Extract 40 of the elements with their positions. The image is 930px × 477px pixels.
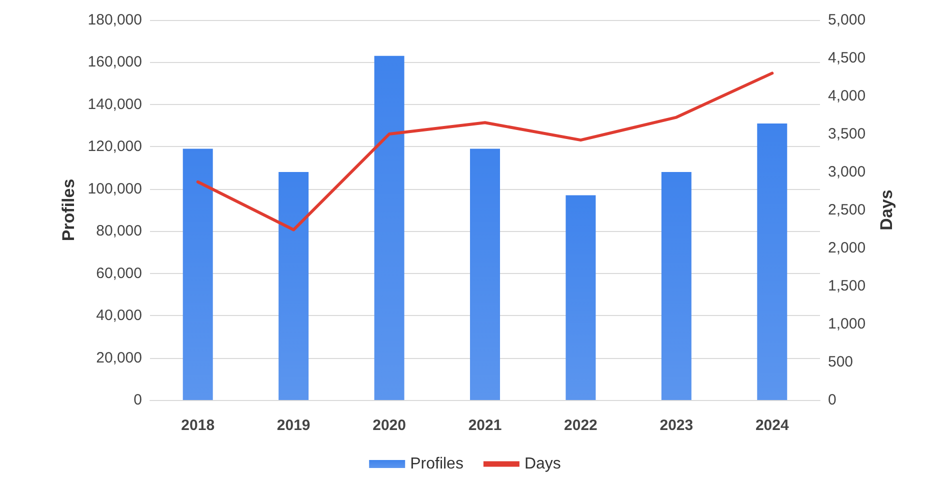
x-tick-label: 2018 [181,417,215,434]
bar [278,172,309,400]
x-tick-label: 2022 [564,417,598,434]
y2-tick-label: 4,500 [828,50,866,66]
y-tick-label: 20,000 [96,349,142,366]
y-tick-label: 140,000 [88,96,142,113]
y-tick-label: 160,000 [88,54,142,71]
legend-label: Profiles [410,456,464,472]
y-tick-label: 60,000 [96,264,142,282]
x-tick-label: 2020 [372,417,406,434]
y2-tick-label: 4,000 [828,88,866,104]
y2-tick-label: 2,000 [828,240,866,256]
x-tick-label: 2023 [660,417,694,434]
bar [182,148,213,400]
legend-label: Days [524,456,561,472]
y2-tick-label: 500 [828,354,854,370]
y-tick-label: 120,000 [88,138,142,156]
y-tick-label: 100,000 [88,180,142,198]
bar [566,195,596,400]
bar [374,56,404,400]
y2-tick-label: 3,500 [828,126,866,142]
y2-tick-label: 3,000 [828,164,866,180]
y2-tick-label: 0 [828,392,836,408]
x-tick-label: 2019 [276,417,310,434]
line-series [196,72,774,232]
y-tick-label: 40,000 [96,307,142,324]
x-tick-label: 2024 [755,417,790,434]
y-tick-label: 180,000 [88,12,142,28]
y2-axis-title: Days [877,190,896,230]
x-tick-label: 2021 [468,417,502,434]
y2-tick-label: 5,000 [828,12,866,28]
bar [470,148,500,400]
y-tick-label: 0 [134,392,142,408]
bar [757,123,788,400]
y2-tick-label: 1,500 [828,278,866,294]
y2-tick-label: 2,500 [828,202,866,218]
y2-tick-label: 1,000 [828,316,866,332]
y-axis-title: Profiles [58,178,78,242]
bar [661,172,692,400]
y-tick-label: 80,000 [96,222,142,240]
